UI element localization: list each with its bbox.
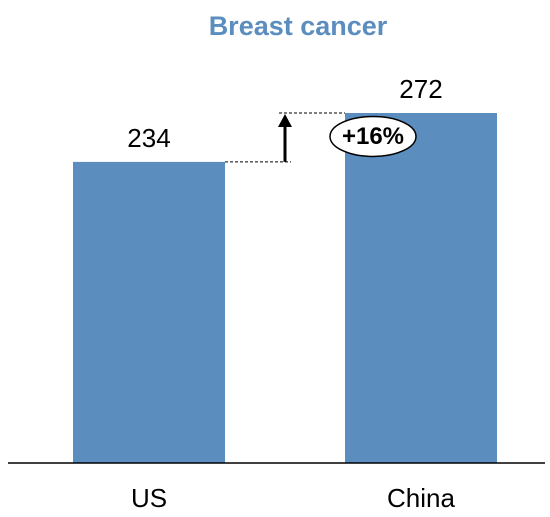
arrow-head bbox=[278, 114, 292, 127]
value-label: 234 bbox=[127, 123, 170, 153]
x-tick-label: China bbox=[387, 483, 455, 513]
annotation: +16% bbox=[342, 123, 404, 150]
bar bbox=[345, 113, 497, 463]
bar bbox=[73, 161, 225, 463]
annotation-bubble bbox=[329, 115, 417, 158]
x-tick-label: US bbox=[131, 483, 167, 513]
value-label: 272 bbox=[399, 74, 442, 104]
chart-title: Breast cancer bbox=[209, 11, 388, 41]
